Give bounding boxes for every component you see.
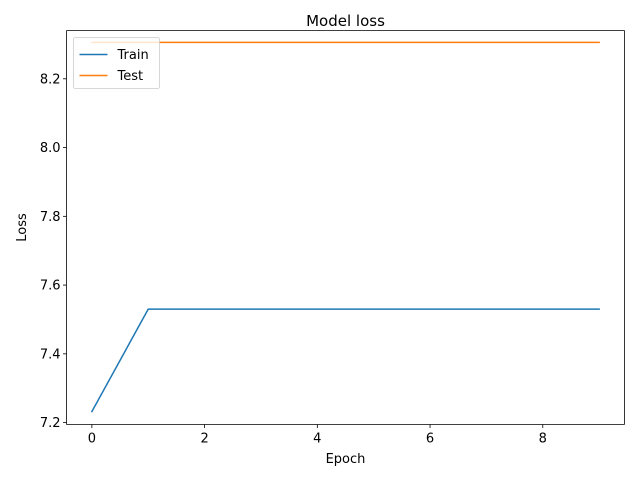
x-tick-label: 4 [313, 432, 321, 447]
plot-area-background [66, 30, 625, 425]
x-tick-label: 2 [200, 432, 208, 447]
y-axis-label: Loss [15, 213, 30, 242]
y-tick-label: 8.0 [40, 141, 61, 156]
legend-frame [73, 37, 160, 89]
y-tick-label: 7.8 [40, 210, 61, 225]
axes-layer: 0 2 4 6 8 7.2 7.4 7.6 7.8 8.0 8.2 [40, 30, 625, 447]
x-axis-label: Epoch [326, 452, 366, 467]
legend: Train Test [73, 37, 160, 89]
x-tick-label: 8 [539, 432, 547, 447]
series-layer [90, 41, 600, 413]
legend-label-train: Train [117, 48, 149, 63]
y-tick-label: 8.2 [40, 72, 61, 87]
y-tick-label: 7.4 [40, 347, 61, 362]
chart-title: Model loss [306, 12, 385, 30]
y-tick-label: 7.2 [40, 416, 61, 431]
x-tick-label: 0 [88, 432, 96, 447]
y-tick-label: 7.6 [40, 279, 61, 294]
series-line-train [90, 308, 600, 413]
x-tick-label: 6 [426, 432, 434, 447]
legend-label-test: Test [117, 69, 144, 84]
